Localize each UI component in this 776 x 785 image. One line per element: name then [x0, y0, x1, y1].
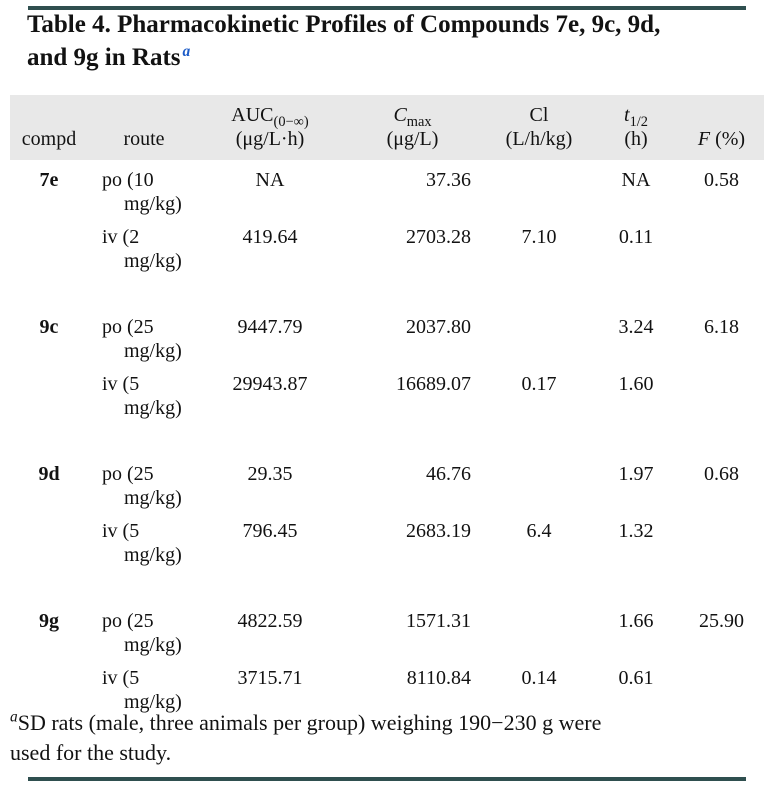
- cmax-cell: 37.36: [426, 169, 471, 191]
- compound-cell: 7e: [39, 169, 59, 191]
- f-cell: [679, 511, 764, 568]
- footnote-line2: used for the study.: [10, 740, 172, 765]
- thalf-cell: 1.97: [618, 463, 654, 485]
- group-spacer: [10, 274, 764, 307]
- table-caption: Table 4. Pharmacokinetic Profiles of Com…: [27, 8, 757, 74]
- auc-cell: NA: [255, 169, 285, 191]
- thalf-cell: 3.24: [618, 316, 654, 338]
- cmax-cell: 16689.07: [396, 373, 471, 395]
- f-cell: [679, 658, 764, 715]
- caption-line1: Table 4. Pharmacokinetic Profiles of Com…: [27, 11, 661, 38]
- col-header-route: route: [123, 128, 165, 150]
- thalf-cell: 1.60: [618, 373, 654, 395]
- cmax-cell: 2683.19: [406, 520, 471, 542]
- col-header-cmax: Cmax (μg/L): [386, 104, 439, 150]
- bottom-rule: [28, 777, 746, 781]
- f-cell: 0.68: [704, 463, 739, 485]
- cl-cell: 7.10: [521, 226, 557, 248]
- table-row-7e-iv: iv (2 mg/kg) 419.64 2703.28 7.10 0.11: [10, 217, 764, 274]
- compound-cell: [10, 217, 88, 274]
- cmax-cell: 1571.31: [406, 610, 471, 632]
- cmax-cell: 2703.28: [406, 226, 471, 248]
- table-row-9g-po: 9g po (25 mg/kg) 4822.59 1571.31 1.66 25…: [10, 601, 764, 658]
- table-row-9d-po: 9d po (25 mg/kg) 29.35 46.76 1.97 0.68: [10, 454, 764, 511]
- cl-cell: 0.14: [521, 667, 557, 689]
- col-header-compd: compd: [21, 128, 77, 150]
- thalf-cell: NA: [621, 169, 651, 191]
- table-row-9g-iv: iv (5 mg/kg) 3715.71 8110.84 0.14 0.61: [10, 658, 764, 715]
- auc-cell: 9447.79: [237, 316, 303, 338]
- cl-cell: 0.17: [521, 373, 557, 395]
- cl-cell: [485, 454, 593, 511]
- auc-cell: 796.45: [242, 520, 298, 542]
- cmax-cell: 2037.80: [406, 316, 471, 338]
- compound-cell: 9c: [39, 316, 59, 338]
- route-cell: iv (5 mg/kg): [102, 667, 182, 713]
- cl-cell: [485, 160, 593, 217]
- auc-cell: 29.35: [247, 463, 293, 485]
- compound-cell: 9g: [39, 610, 59, 632]
- f-cell: 0.58: [704, 169, 739, 191]
- group-spacer: [10, 421, 764, 454]
- route-cell: po (25 mg/kg): [102, 316, 182, 362]
- caption-line2: and 9g in Rats: [27, 44, 181, 71]
- table-row-7e-po: 7e po (10 mg/kg) NA 37.36 NA 0.58: [10, 160, 764, 217]
- route-cell: po (10 mg/kg): [102, 169, 182, 215]
- col-header-thalf: t1/2 (h): [624, 104, 648, 150]
- table-row-9c-iv: iv (5 mg/kg) 29943.87 16689.07 0.17 1.60: [10, 364, 764, 421]
- route-cell: po (25 mg/kg): [102, 463, 182, 509]
- top-rule: [28, 6, 746, 10]
- thalf-cell: 0.61: [618, 667, 654, 689]
- auc-cell: 4822.59: [237, 610, 303, 632]
- f-cell: [679, 364, 764, 421]
- auc-cell: 419.64: [242, 226, 298, 248]
- cl-cell: [485, 601, 593, 658]
- route-cell: iv (5 mg/kg): [102, 520, 182, 566]
- cmax-cell: 8110.84: [406, 667, 471, 689]
- cl-cell: 6.4: [526, 520, 552, 542]
- table-row-9c-po: 9c po (25 mg/kg) 9447.79 2037.80 3.24 6.…: [10, 307, 764, 364]
- compound-cell: [10, 658, 88, 715]
- group-spacer: [10, 568, 764, 601]
- thalf-cell: 1.32: [618, 520, 654, 542]
- col-header-cl: Cl (L/h/kg): [505, 104, 573, 150]
- route-cell: po (25 mg/kg): [102, 610, 182, 656]
- route-cell: iv (2 mg/kg): [102, 226, 182, 272]
- thalf-cell: 0.11: [618, 226, 654, 248]
- col-header-f: F (%): [697, 128, 746, 150]
- compound-cell: [10, 511, 88, 568]
- col-header-auc: AUC(0−∞) (μg/L·h): [231, 104, 309, 150]
- footnote-line1: SD rats (male, three animals per group) …: [17, 710, 602, 735]
- f-cell: 6.18: [704, 316, 739, 338]
- auc-cell: 3715.71: [237, 667, 303, 689]
- header-row: compd route AUC(0−∞) (μg/L·h) Cmax (μg/L…: [10, 95, 764, 160]
- auc-cell: 29943.87: [232, 373, 308, 395]
- cmax-cell: 46.76: [426, 463, 471, 485]
- f-cell: [679, 217, 764, 274]
- cl-cell: [485, 307, 593, 364]
- thalf-cell: 1.66: [618, 610, 654, 632]
- table-row-9d-iv: iv (5 mg/kg) 796.45 2683.19 6.4 1.32: [10, 511, 764, 568]
- compound-cell: 9d: [38, 463, 60, 485]
- footnote-marker: a: [10, 708, 18, 726]
- compound-cell: [10, 364, 88, 421]
- table-footnote: aSD rats (male, three animals per group)…: [10, 708, 760, 768]
- f-cell: 25.90: [699, 610, 744, 632]
- caption-footnote-marker: a: [182, 42, 191, 60]
- route-cell: iv (5 mg/kg): [102, 373, 182, 419]
- pk-table: compd route AUC(0−∞) (μg/L·h) Cmax (μg/L…: [10, 95, 764, 715]
